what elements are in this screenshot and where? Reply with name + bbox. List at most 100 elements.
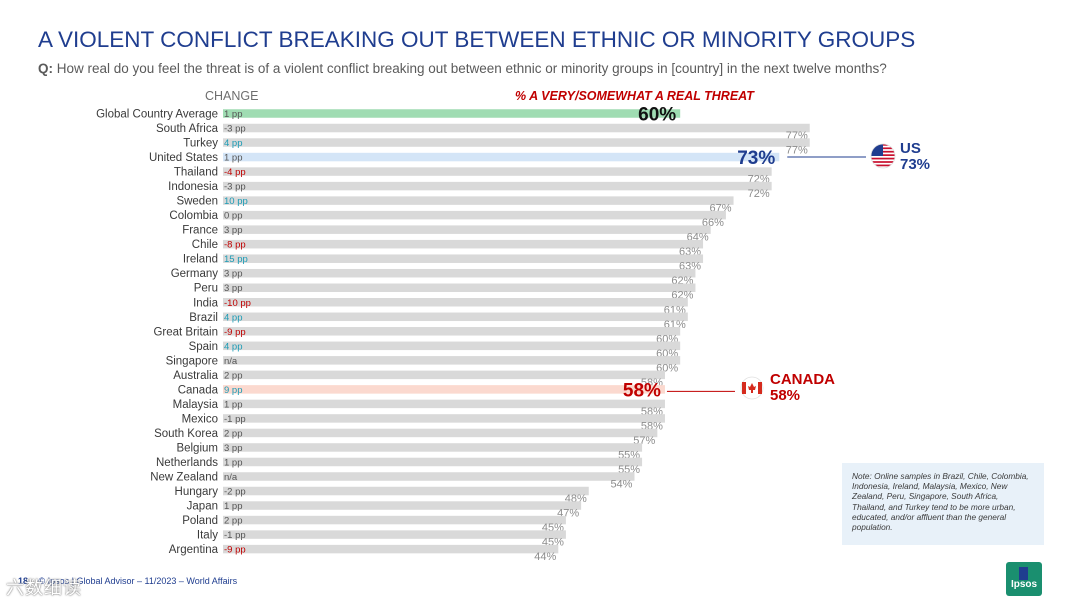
category-label-italy: Italy — [197, 530, 218, 542]
change-label-turkey: 4 pp — [224, 138, 243, 149]
ipsos-logo-text: Ipsos — [1010, 579, 1038, 590]
category-label-belgium: Belgium — [176, 442, 218, 454]
category-label-ireland: Ireland — [183, 254, 218, 266]
bar-poland — [223, 515, 566, 525]
bar-germany — [223, 268, 696, 278]
bar-turkey — [223, 138, 810, 147]
bar-mexico — [223, 414, 665, 423]
page-title: A VIOLENT CONFLICT BREAKING OUT BETWEEN … — [38, 27, 916, 52]
bar-belgium — [223, 443, 643, 452]
bar-hungary — [223, 486, 589, 496]
value-label-new-zealand: 54% — [610, 479, 632, 491]
bar-italy — [223, 530, 566, 539]
bar-colombia — [223, 210, 726, 220]
category-label-canada: Canada — [178, 384, 219, 396]
bar-new-zealand — [223, 472, 635, 481]
us-callout-value: 73% — [900, 156, 931, 173]
bar-ireland — [223, 254, 704, 263]
change-label-malaysia: 1 pp — [224, 399, 243, 410]
question-body: How real do you feel the threat is of a … — [56, 61, 887, 76]
change-label-france: 3 pp — [224, 225, 243, 236]
change-label-hungary: -2 pp — [224, 487, 246, 498]
bar-france — [223, 225, 711, 234]
page-number: 18 — [18, 576, 29, 586]
canada-maple-leaf-icon — [748, 383, 756, 393]
bar-netherlands — [223, 457, 643, 467]
category-label-singapore: Singapore — [166, 355, 218, 367]
bar-united-states — [223, 152, 780, 162]
change-label-south-korea: 2 pp — [224, 428, 243, 439]
category-label-germany: Germany — [171, 268, 219, 280]
canada-flag-left-band — [742, 382, 746, 394]
change-label-spain: 4 pp — [224, 341, 243, 352]
change-column-header: CHANGE — [205, 89, 259, 103]
bar-argentina — [223, 544, 559, 554]
category-label-colombia: Colombia — [169, 210, 218, 222]
bar-indonesia — [223, 181, 772, 191]
us-flag-stripe — [871, 161, 895, 163]
category-label-poland: Poland — [182, 515, 218, 527]
us-callout-label: US 73% — [900, 141, 930, 173]
value-label-turkey: 77% — [786, 145, 808, 157]
question-prefix: Q: — [38, 61, 53, 76]
category-label-spain: Spain — [189, 341, 218, 353]
change-label-great-britain: -9 pp — [224, 327, 246, 338]
change-label-ireland: 15 pp — [224, 254, 248, 265]
category-label-united-states: United States — [149, 152, 218, 164]
category-label-chile: Chile — [192, 239, 218, 251]
value-label-united-states: 73% — [737, 148, 775, 169]
bar-brazil — [223, 312, 688, 322]
change-label-india: -10 pp — [224, 298, 251, 309]
category-label-peru: Peru — [194, 283, 218, 295]
bar-thailand — [223, 167, 772, 176]
change-label-argentina: -9 pp — [224, 545, 246, 556]
change-label-south-africa: -3 pp — [224, 124, 246, 135]
change-label-germany: 3 pp — [224, 269, 243, 280]
watermark: 六数细读 — [6, 578, 82, 599]
bar-great-britain — [223, 327, 681, 336]
us-flag-ring — [870, 143, 896, 169]
change-label-canada: 9 pp — [224, 385, 243, 396]
canada-callout-label: CANADA 58% — [770, 372, 835, 404]
change-label-new-zealand: n/a — [224, 472, 238, 483]
value-label-indonesia: 72% — [748, 188, 770, 200]
category-label-india: India — [193, 297, 219, 309]
change-label-colombia: 0 pp — [224, 211, 243, 222]
category-label-australia: Australia — [173, 370, 218, 382]
us-flag-stripe — [871, 164, 895, 167]
change-label-sweden: 10 pp — [224, 196, 248, 207]
canada-flag-right-band — [758, 382, 762, 394]
canada-callout-value: 58% — [770, 387, 801, 404]
value-label-canada: 58% — [623, 380, 661, 401]
bar-japan — [223, 501, 582, 510]
category-label-france: France — [182, 225, 218, 237]
bar-canada — [223, 385, 665, 394]
change-label-united-states: 1 pp — [224, 153, 243, 164]
category-label-brazil: Brazil — [189, 312, 218, 324]
category-label-japan: Japan — [187, 501, 218, 513]
category-label-sweden: Sweden — [176, 196, 218, 208]
category-label-new-zealand: New Zealand — [150, 472, 218, 484]
category-label-global-country-average: Global Country Average — [96, 109, 218, 121]
bar-india — [223, 298, 688, 307]
change-label-netherlands: 1 pp — [224, 457, 243, 468]
category-label-hungary: Hungary — [175, 486, 219, 498]
value-label-argentina: 44% — [534, 551, 556, 563]
change-label-brazil: 4 pp — [224, 312, 243, 323]
bar-malaysia — [223, 399, 665, 409]
change-label-italy: -1 pp — [224, 530, 246, 541]
change-label-thailand: -4 pp — [224, 167, 246, 178]
change-label-poland: 2 pp — [224, 516, 243, 527]
us-flag-stripe — [871, 157, 895, 160]
metric-header: % A VERY/SOMEWHAT A REAL THREAT — [515, 89, 754, 103]
category-label-south-korea: South Korea — [154, 428, 219, 440]
bar-australia — [223, 370, 665, 380]
change-label-singapore: n/a — [224, 356, 238, 367]
bar-chile — [223, 239, 704, 249]
category-label-turkey: Turkey — [183, 138, 218, 150]
footer-source: © Ipsos | Global Advisor – 11/2023 – Wor… — [38, 576, 238, 586]
ipsos-logo-mark — [1019, 567, 1028, 580]
change-label-indonesia: -3 pp — [224, 182, 246, 193]
value-label-global-country-average: 60% — [638, 105, 676, 126]
methodology-note: Note: Online samples in Brazil, Chile, C… — [842, 463, 1044, 545]
